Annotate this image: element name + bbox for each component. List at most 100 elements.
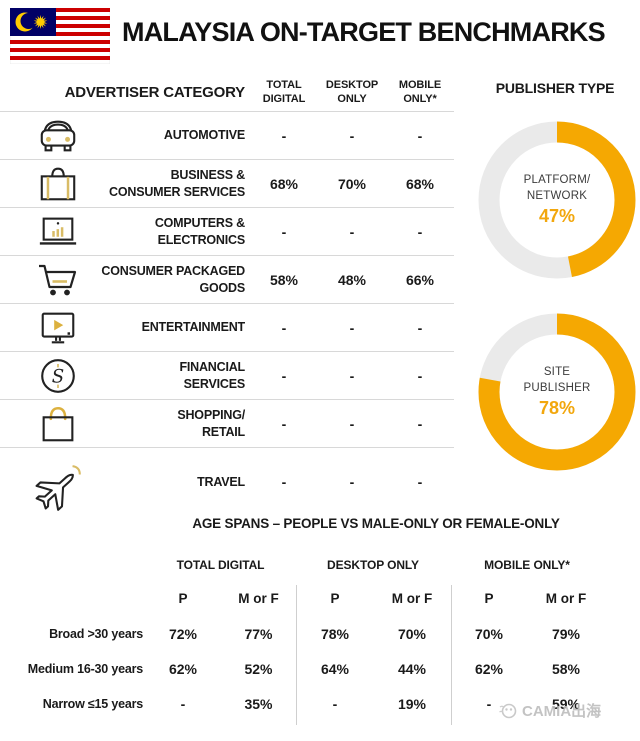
value-mobile-only: -: [417, 127, 423, 144]
laptop-chart-icon: [0, 211, 100, 253]
value-total-digital: -: [281, 319, 287, 336]
table-row-financial-services: S FINANCIAL SERVICES - - -: [0, 351, 454, 399]
subcol-p: P: [484, 590, 494, 606]
age-value: 19%: [397, 695, 427, 712]
table-row-entertainment: ENTERTAINMENT - - -: [0, 303, 454, 351]
category-name: BUSINESS & CONSUMER SERVICES: [109, 168, 245, 199]
value-total-digital: -: [281, 127, 287, 144]
value-mobile-only: 68%: [405, 175, 435, 192]
age-row-label: Medium 16-30 years: [27, 661, 143, 676]
donut-value: 78%: [538, 398, 576, 419]
page-title: MALAYSIA ON-TARGET BENCHMARKS: [122, 17, 606, 47]
value-desktop-only: -: [349, 319, 355, 336]
age-value: 79%: [551, 625, 581, 642]
value-desktop-only: 70%: [337, 175, 367, 192]
value-mobile-only: 66%: [405, 271, 435, 288]
publisher-type-heading: PUBLISHER TYPE: [495, 80, 615, 96]
subcol-morf: M or F: [545, 590, 587, 606]
table-row-travel: TRAVEL - - -: [0, 447, 454, 511]
age-value: 62%: [168, 660, 198, 677]
value-total-digital: -: [281, 474, 287, 490]
category-name: SHOPPING/ RETAIL: [177, 408, 245, 439]
age-spans-table: TOTAL DIGITAL DESKTOP ONLY MOBILE ONLY* …: [0, 550, 604, 721]
age-value: 58%: [551, 660, 581, 677]
column-header-total-digital: TOTAL DIGITAL: [262, 78, 306, 105]
value-total-digital: 58%: [269, 271, 299, 288]
age-value: 35%: [244, 695, 273, 712]
age-table-divider: [296, 585, 297, 725]
category-name: FINANCIAL SERVICES: [179, 360, 245, 391]
value-total-digital: -: [281, 367, 287, 384]
subcol-p: P: [330, 590, 340, 606]
age-value: 70%: [397, 625, 427, 642]
age-row-label: Narrow ≤15 years: [42, 696, 143, 711]
malaysia-flag-icon: [9, 7, 111, 65]
age-row-label: Broad >30 years: [49, 626, 143, 641]
category-name: CONSUMER PACKAGED GOODS: [101, 264, 245, 295]
value-desktop-only: -: [349, 415, 355, 432]
age-value: 52%: [244, 660, 273, 677]
age-value: 77%: [244, 625, 273, 642]
age-value: 59%: [551, 695, 581, 712]
age-group-total-digital: TOTAL DIGITAL: [176, 558, 265, 572]
advertiser-table-header: ADVERTISER CATEGORY TOTAL DIGITAL DESKTO…: [0, 74, 454, 111]
donut-value: 47%: [538, 206, 576, 227]
donut-chart-site-publisher: SITE PUBLISHER 78%: [477, 312, 637, 472]
age-value: 44%: [397, 660, 427, 677]
category-name: AUTOMOTIVE: [163, 128, 245, 143]
advertiser-category-heading: ADVERTISER CATEGORY: [64, 84, 246, 101]
age-value: -: [180, 695, 186, 712]
table-row-automotive: AUTOMOTIVE - - -: [0, 111, 454, 159]
value-desktop-only: -: [349, 127, 355, 144]
value-desktop-only: -: [349, 367, 355, 384]
value-mobile-only: -: [417, 474, 423, 490]
svg-text:S: S: [52, 366, 64, 387]
dollar-icon: S: [0, 354, 100, 398]
value-total-digital: -: [281, 415, 287, 432]
watermark: CAMIA出海: [498, 700, 638, 721]
age-group-desktop-only: DESKTOP ONLY: [327, 558, 419, 572]
value-desktop-only: -: [349, 474, 355, 490]
donut-label: SITE PUBLISHER: [523, 365, 591, 394]
age-value: -: [486, 695, 492, 712]
subcol-morf: M or F: [391, 590, 433, 606]
suitcase-icon: [0, 163, 100, 205]
tv-play-icon: [0, 307, 100, 349]
category-name: COMPUTERS & ELECTRONICS: [154, 216, 245, 247]
value-total-digital: 68%: [269, 175, 299, 192]
donut-chart-platform-network: PLATFORM/ NETWORK 47%: [477, 120, 637, 280]
age-value: 62%: [474, 660, 504, 677]
cart-icon: [0, 258, 100, 302]
category-name: ENTERTAINMENT: [141, 320, 246, 335]
value-mobile-only: -: [417, 223, 423, 240]
subcol-p: P: [178, 590, 188, 606]
table-row-shopping-retail: SHOPPING/ RETAIL - - -: [0, 399, 454, 447]
age-table-divider: [451, 585, 452, 725]
age-value: -: [332, 695, 338, 712]
watermark-text: CAMIA出海: [522, 703, 602, 720]
table-row-computers-electronics: COMPUTERS & ELECTRONICS - - -: [0, 207, 454, 255]
age-spans-heading: AGE SPANS – PEOPLE VS MALE-ONLY OR FEMAL…: [192, 516, 560, 531]
camia-logo-icon: [499, 703, 517, 718]
value-desktop-only: -: [349, 223, 355, 240]
age-value: 78%: [320, 625, 350, 642]
age-value: 64%: [320, 660, 350, 677]
value-desktop-only: 48%: [337, 271, 367, 288]
table-row-business-consumer-services: BUSINESS & CONSUMER SERVICES 68% 70% 68%: [0, 159, 454, 207]
value-total-digital: -: [281, 223, 287, 240]
value-mobile-only: -: [417, 367, 423, 384]
donut-label: PLATFORM/ NETWORK: [523, 173, 591, 202]
plane-icon: [0, 448, 100, 516]
value-mobile-only: -: [417, 319, 423, 336]
table-row-consumer-packaged-goods: CONSUMER PACKAGED GOODS 58% 48% 66%: [0, 255, 454, 303]
column-header-desktop-only: DESKTOP ONLY: [325, 78, 379, 105]
category-name: TRAVEL: [197, 474, 245, 489]
advertiser-table: AUTOMOTIVE - - - BUSINESS & CONSUMER SER…: [0, 111, 454, 511]
age-group-mobile-only: MOBILE ONLY*: [484, 558, 570, 572]
age-value: 70%: [474, 625, 504, 642]
shopping-bag-icon: [0, 402, 100, 446]
car-icon: [0, 115, 100, 157]
age-value: 72%: [168, 625, 198, 642]
subcol-morf: M or F: [238, 590, 279, 606]
